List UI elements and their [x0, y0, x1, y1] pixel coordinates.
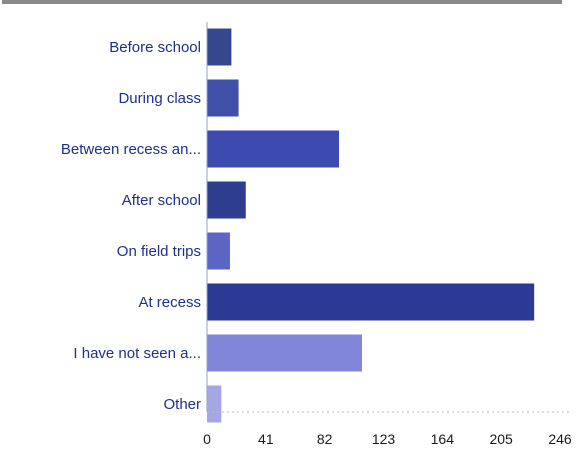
bar-4: [207, 233, 230, 270]
x-tick-label-5: 205: [489, 431, 513, 447]
bar-7: [207, 386, 221, 423]
category-labels: Before school During class Between recess …: [61, 39, 201, 413]
bars: [207, 29, 534, 423]
x-tick-label-1: 41: [258, 431, 274, 447]
x-tick-label-0: 0: [203, 431, 211, 447]
bar-5: [207, 284, 534, 321]
bar-2: [207, 131, 339, 168]
category-label-4: On field trips: [117, 243, 201, 260]
category-label-7: Other: [163, 396, 201, 413]
x-tick-labels: 0 41 82 123 164 205 246: [203, 431, 572, 447]
bar-3: [207, 182, 246, 219]
x-tick-label-3: 123: [372, 431, 396, 447]
category-label-6: I have not seen a...: [73, 345, 201, 362]
category-label-3: After school: [122, 192, 201, 209]
category-label-5: At recess: [138, 294, 201, 311]
category-label-0: Before school: [109, 39, 201, 56]
category-label-2: Between recess an...: [61, 141, 201, 158]
chart-title-cropped: [0, 0, 586, 10]
x-tick-label-2: 82: [317, 431, 333, 447]
bar-1: [207, 80, 239, 117]
bar-6: [207, 335, 362, 372]
x-tick-label-6: 246: [548, 431, 572, 447]
bar-0: [207, 29, 231, 66]
category-label-1: During class: [118, 90, 201, 107]
x-tick-label-4: 164: [431, 431, 455, 447]
